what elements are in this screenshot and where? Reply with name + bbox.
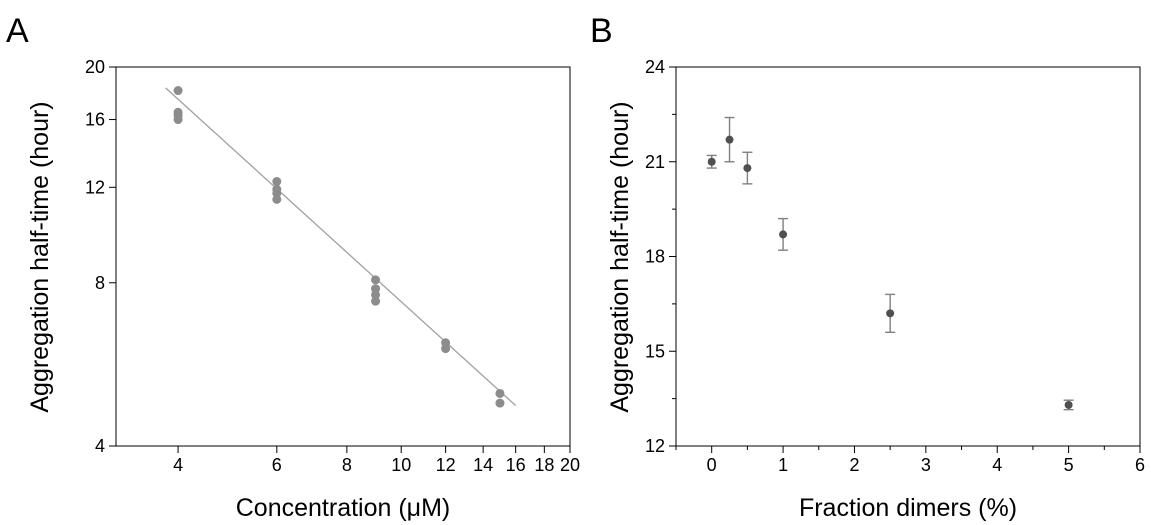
panel-a-x-tick-label: 18 xyxy=(534,455,554,475)
panel-a-y-tick-label: 20 xyxy=(85,57,105,77)
panel-b-y-axis-title: Aggregation half-time (hour) xyxy=(606,101,634,412)
panel-a-x-axis-title: Concentration (μM) xyxy=(236,494,450,522)
panel-a-x-tick-label: 16 xyxy=(506,455,526,475)
panel-a-x-tick-label: 4 xyxy=(173,455,183,475)
panel-b-data-point xyxy=(779,230,788,239)
panel-b-data-point xyxy=(707,157,716,166)
panel-a-y-axis-title: Aggregation half-time (hour) xyxy=(26,101,54,412)
panel-b-points xyxy=(707,135,1073,409)
panel-b-x-tick-label: 3 xyxy=(921,455,931,475)
panel-b-data-point xyxy=(725,135,734,144)
panel-b-y-tick-label: 15 xyxy=(645,341,665,361)
panel-b-data-point xyxy=(886,309,895,318)
panel-b-y-tick-label: 24 xyxy=(645,57,665,77)
panel-a-data-point xyxy=(173,86,183,96)
panel-a-ticks: 4 6 8 10 12 14 16 18 20 4 8 12 16 20 xyxy=(85,57,580,475)
panel-a-fit-line xyxy=(165,87,517,407)
panel-b-x-tick-label: 5 xyxy=(1064,455,1074,475)
panel-b-x-tick-label: 6 xyxy=(1135,455,1145,475)
panel-b-y-tick-label: 18 xyxy=(645,247,665,267)
panel-a-data-point xyxy=(441,344,451,354)
panel-a-data-point xyxy=(272,194,282,204)
panel-a-x-tick-label: 6 xyxy=(272,455,282,475)
panel-a-y-tick-label: 8 xyxy=(95,273,105,293)
panel-b-y-tick-label: 12 xyxy=(645,436,665,456)
panel-a-y-tick-label: 16 xyxy=(85,110,105,130)
panel-b-x-tick-label: 2 xyxy=(849,455,859,475)
panel-b-x-tick-label: 0 xyxy=(707,455,717,475)
panel-a-x-tick-label: 20 xyxy=(560,455,580,475)
panel-b-y-tick-label: 21 xyxy=(645,152,665,172)
panel-a-points xyxy=(173,86,505,408)
panel-a-plot-frame xyxy=(115,66,571,447)
panel-a-data-point xyxy=(371,290,381,300)
panel-a-x-tick-label: 12 xyxy=(436,455,456,475)
panel-a-x-tick-label: 14 xyxy=(473,455,493,475)
panel-b-x-tick-label: 4 xyxy=(992,455,1002,475)
panel-a-data-point xyxy=(371,275,381,285)
panel-b-data-point xyxy=(743,164,752,173)
panel-a-data-point xyxy=(173,115,183,125)
panel-b-data-point xyxy=(1064,400,1073,409)
panel-b-plot-frame xyxy=(675,66,1141,447)
panel-a-fit-layer xyxy=(165,87,517,407)
panel-a-data-point xyxy=(272,176,282,186)
panel-b-x-axis-title: Fraction dimers (%) xyxy=(799,494,1017,522)
panel-a-data-point xyxy=(371,296,381,306)
panel-a-x-tick-label: 8 xyxy=(342,455,352,475)
panel-a-data-point xyxy=(495,388,505,398)
panel-a-y-tick-label: 12 xyxy=(85,177,105,197)
panel-letter-b: B xyxy=(590,12,613,50)
panel-letter-a: A xyxy=(6,12,29,50)
panel-a-data-point xyxy=(495,398,505,408)
panel-a-y-tick-label: 4 xyxy=(95,436,105,456)
panel-b-x-tick-label: 1 xyxy=(778,455,788,475)
panel-a-x-tick-label: 10 xyxy=(391,455,411,475)
panel-b-error-bars xyxy=(706,116,1074,411)
